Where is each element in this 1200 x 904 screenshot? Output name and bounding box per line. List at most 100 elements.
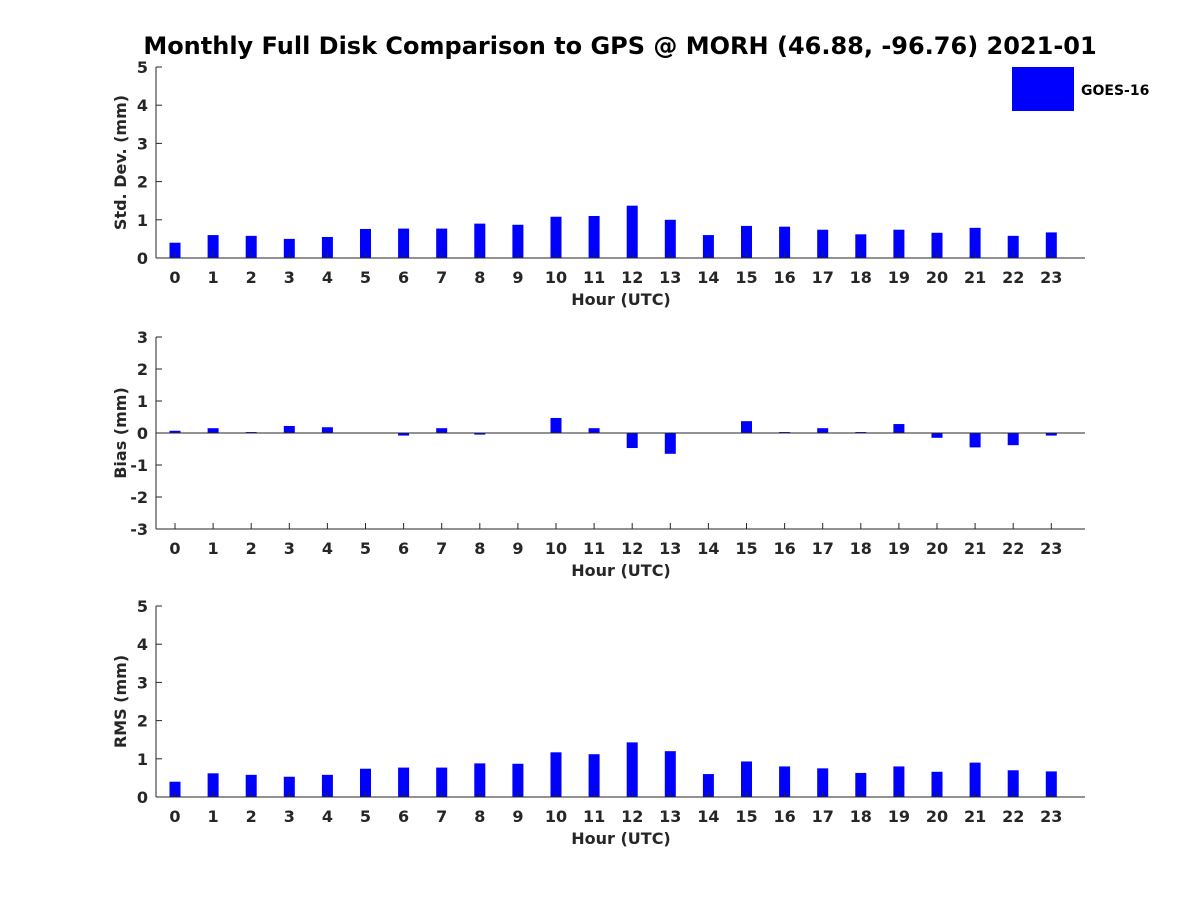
bar-hour-0 bbox=[169, 781, 181, 797]
bar-hour-19 bbox=[893, 766, 905, 797]
x-tick-label: 19 bbox=[888, 807, 910, 826]
x-tick-label: 19 bbox=[888, 268, 910, 287]
x-tick-label: 13 bbox=[659, 539, 681, 558]
bar-hour-20 bbox=[931, 771, 943, 797]
bar-hour-22 bbox=[1007, 770, 1019, 797]
legend: GOES-16 bbox=[1012, 67, 1149, 111]
bar-hour-21 bbox=[969, 227, 981, 258]
bar-hour-16 bbox=[779, 226, 791, 258]
y-tick-label: 0 bbox=[137, 788, 148, 807]
bar-hour-2 bbox=[245, 774, 257, 797]
x-tick-label: 5 bbox=[360, 539, 371, 558]
x-tick-label: 6 bbox=[398, 807, 409, 826]
bar-hour-8 bbox=[474, 763, 486, 797]
x-tick-label: 11 bbox=[583, 268, 605, 287]
x-tick-label: 21 bbox=[964, 539, 986, 558]
x-tick-label: 9 bbox=[512, 539, 523, 558]
bar-hour-23 bbox=[1045, 433, 1057, 436]
bar-hour-10 bbox=[550, 216, 562, 258]
bar-hour-5 bbox=[360, 228, 371, 258]
bar-hour-1 bbox=[207, 428, 219, 433]
bar-hour-4 bbox=[321, 236, 333, 258]
x-tick-label: 8 bbox=[474, 807, 485, 826]
x-tick-label: 5 bbox=[360, 807, 371, 826]
bar-hour-17 bbox=[817, 768, 829, 797]
y-tick-label: 5 bbox=[137, 58, 148, 77]
bar-hour-23 bbox=[1045, 232, 1057, 258]
bar-hour-13 bbox=[664, 433, 676, 454]
bar-hour-14 bbox=[702, 235, 714, 258]
x-tick-label: 3 bbox=[284, 539, 295, 558]
bar-hour-7 bbox=[436, 228, 448, 258]
x-tick-label: 19 bbox=[888, 539, 910, 558]
x-tick-label: 16 bbox=[773, 807, 795, 826]
bar-hour-4 bbox=[321, 427, 333, 433]
chart-title: Monthly Full Disk Comparison to GPS @ MO… bbox=[143, 32, 1096, 60]
x-tick-label: 17 bbox=[812, 539, 834, 558]
x-tick-label: 17 bbox=[812, 268, 834, 287]
bar-hour-4 bbox=[321, 774, 333, 797]
bar-hour-14 bbox=[702, 774, 714, 797]
x-tick-label: 1 bbox=[208, 268, 219, 287]
x-tick-label: 9 bbox=[512, 268, 523, 287]
bar-hour-16 bbox=[779, 766, 791, 797]
bar-hour-2 bbox=[245, 235, 257, 258]
bar-hour-23 bbox=[1045, 771, 1057, 797]
x-tick-label: 10 bbox=[545, 539, 567, 558]
y-tick-label: 2 bbox=[137, 712, 148, 731]
y-tick-label: -3 bbox=[130, 520, 148, 539]
x-tick-label: 20 bbox=[926, 807, 948, 826]
bar-hour-3 bbox=[283, 238, 295, 258]
y-axis-label: Bias (mm) bbox=[111, 387, 130, 479]
x-tick-label: 4 bbox=[322, 807, 333, 826]
bar-hour-3 bbox=[283, 425, 295, 433]
x-axis-label: Hour (UTC) bbox=[571, 561, 671, 580]
x-tick-label: 0 bbox=[169, 539, 180, 558]
x-tick-label: 22 bbox=[1002, 807, 1024, 826]
x-tick-label: 18 bbox=[850, 268, 872, 287]
y-tick-label: 4 bbox=[137, 635, 148, 654]
bar-hour-10 bbox=[550, 752, 562, 797]
y-tick-label: 3 bbox=[137, 328, 148, 347]
x-tick-label: 22 bbox=[1002, 539, 1024, 558]
bar-hour-15 bbox=[741, 761, 752, 797]
bar-hour-18 bbox=[855, 234, 867, 258]
x-tick-label: 22 bbox=[1002, 268, 1024, 287]
y-tick-label: -2 bbox=[130, 488, 148, 507]
x-axis-label: Hour (UTC) bbox=[571, 290, 671, 309]
bar-hour-9 bbox=[512, 224, 524, 258]
x-tick-label: 8 bbox=[474, 268, 485, 287]
x-tick-label: 2 bbox=[246, 268, 257, 287]
x-tick-label: 17 bbox=[812, 807, 834, 826]
bar-hour-1 bbox=[207, 235, 219, 258]
bar-hour-0 bbox=[169, 430, 181, 433]
x-tick-label: 18 bbox=[850, 807, 872, 826]
bar-hour-6 bbox=[398, 433, 410, 436]
bar-hour-17 bbox=[817, 229, 829, 258]
bar-hour-15 bbox=[741, 225, 752, 258]
x-tick-label: 10 bbox=[545, 807, 567, 826]
bar-hour-22 bbox=[1007, 235, 1019, 258]
y-tick-label: 5 bbox=[137, 597, 148, 616]
x-tick-label: 13 bbox=[659, 807, 681, 826]
y-tick-label: 1 bbox=[137, 211, 148, 230]
bar-hour-21 bbox=[969, 762, 981, 797]
bar-hour-0 bbox=[169, 242, 181, 258]
bar-hour-11 bbox=[588, 754, 600, 797]
bar-hour-19 bbox=[893, 229, 905, 258]
bar-hour-1 bbox=[207, 773, 219, 797]
x-tick-label: 1 bbox=[208, 539, 219, 558]
y-tick-label: 4 bbox=[137, 96, 148, 115]
x-tick-label: 6 bbox=[398, 268, 409, 287]
x-tick-label: 2 bbox=[246, 807, 257, 826]
bar-hour-13 bbox=[664, 219, 676, 258]
x-tick-label: 21 bbox=[964, 268, 986, 287]
bar-hour-12 bbox=[626, 742, 638, 797]
bar-hour-3 bbox=[283, 776, 295, 797]
bar-hour-17 bbox=[817, 428, 829, 433]
